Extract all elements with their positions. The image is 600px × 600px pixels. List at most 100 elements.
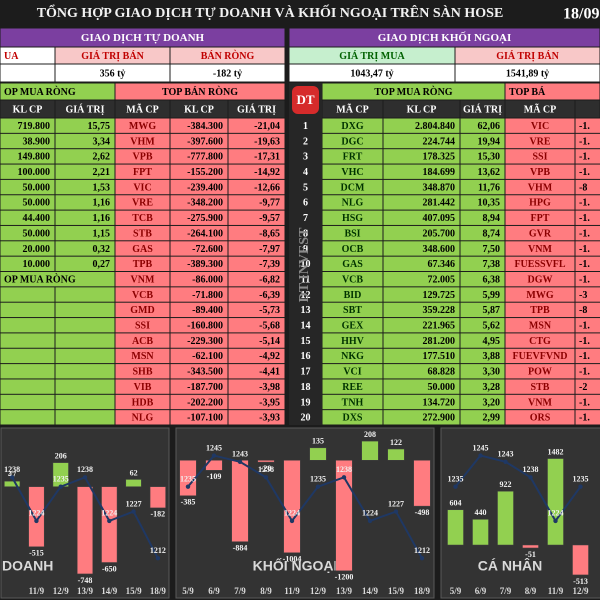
left-column-header: MÃ CP [126, 103, 159, 115]
right-buy-value: 3,30 [483, 367, 501, 378]
bar [4, 480, 21, 487]
right-sell-value-cell [575, 241, 600, 256]
index-label: 1243 [498, 450, 514, 459]
chart-title: CÁ NHÂN [478, 557, 543, 574]
x-tick-label: 15/9 [388, 586, 405, 596]
right-buy-volume: 184.699 [423, 167, 456, 178]
right-summary-label-cell [289, 47, 455, 64]
left-summary-value-cell [55, 64, 170, 82]
bar-label: 62 [130, 468, 138, 477]
bar [76, 486, 94, 575]
right-sell-code: VPB [530, 167, 550, 178]
right-buy-value-cell [460, 333, 505, 348]
watermark: DT INVEST [297, 227, 312, 302]
x-tick-label: 12/9 [572, 586, 589, 596]
left-buy-value-cell [55, 195, 115, 210]
index-point [155, 556, 161, 561]
right-sell-code: VHM [528, 182, 553, 193]
left-column-header: GIÁ TRỊ [66, 103, 105, 115]
right-title: GIAO DỊCH KHỐI NGOẠI [378, 31, 512, 44]
right-buy-code-cell [322, 379, 383, 394]
right-buy-volume: 348.870 [423, 182, 456, 193]
left-buy-value: 0,32 [93, 244, 111, 255]
index-label: 1224 [101, 509, 117, 518]
left-sell-value-cell [228, 179, 285, 195]
left-title-cell [0, 28, 285, 47]
right-buy-code-cell [322, 133, 383, 149]
left-buy-value-cell [55, 164, 115, 179]
left-buy-volume-cell [0, 179, 55, 195]
rank: 1 [303, 121, 308, 132]
right-buy-value-cell [460, 410, 505, 425]
right-sell-code: FPT [531, 213, 550, 224]
right-buy-value: 7,50 [483, 244, 501, 255]
x-tick-label: 8/9 [525, 586, 537, 596]
index-point [58, 484, 63, 489]
left-sell-code-cell [115, 364, 170, 379]
x-tick-label: 15/9 [126, 586, 143, 596]
left-buy-volume: 149.800 [18, 152, 51, 163]
left-sell-volume-cell [170, 318, 228, 333]
right-buy-code: SBT [343, 305, 362, 316]
left-empty-cell [0, 333, 55, 348]
left-sell-value-cell [228, 195, 285, 210]
right-sell-code: VNM [528, 397, 552, 408]
bar-label: -515 [29, 549, 44, 558]
right-buy-code-cell [322, 394, 383, 410]
left-sell-value: -21,04 [254, 121, 280, 132]
right-buy-code: HHV [341, 336, 365, 347]
left-sell-volume-cell [170, 225, 228, 241]
right-buy-code: BID [344, 290, 362, 301]
right-sell-code: VIC [531, 121, 549, 132]
right-sell-code: CTG [529, 336, 551, 347]
right-buy-code: BSI [344, 228, 360, 239]
right-sell-code-cell [505, 272, 575, 287]
right-sell-value-cell [575, 348, 600, 364]
left-summary-label-cell [0, 47, 55, 64]
left-sell-volume: -264.100 [187, 228, 223, 239]
left-empty-cell [55, 379, 115, 394]
right-sell-code-cell [505, 149, 575, 164]
right-sell-value: -1. [579, 351, 590, 362]
left-sell-code: VIC [133, 182, 151, 193]
left-column-header-cell [115, 100, 170, 118]
left-sell-code: VNM [131, 274, 155, 285]
left-buy-value-cell [55, 241, 115, 256]
left-sell-code-cell [115, 164, 170, 179]
right-sell-code-cell [505, 225, 575, 241]
right-sell-code-cell [505, 195, 575, 210]
left-sell-volume-cell [170, 394, 228, 410]
left-buy-volume-cell [0, 195, 55, 210]
bar-label: 1482 [548, 447, 564, 456]
x-tick-label: 7/9 [500, 586, 512, 596]
left-buy-volume: 50.000 [23, 182, 51, 193]
left-buy-value: 15,75 [88, 121, 111, 132]
index-point [9, 475, 15, 480]
left-sell-code: HDB [132, 397, 154, 408]
right-buy-title: TOP MUA RÒNG [374, 86, 452, 98]
right-buy-volume-cell [383, 348, 460, 364]
bar-label: -385 [181, 498, 196, 507]
left-sell-volume: -239.400 [187, 182, 223, 193]
bar [413, 460, 431, 507]
left-buy-volume: 719.800 [18, 121, 51, 132]
left-title: GIAO DỊCH TỰ DOANH [81, 32, 205, 44]
index-label: 1224 [28, 509, 44, 518]
left-sell-value: -5,14 [259, 336, 280, 347]
right-buy-volume-cell [383, 133, 460, 149]
right-buy-value: 4,95 [483, 336, 501, 347]
right-sell-value-cell [575, 272, 600, 287]
right-buy-code: DXG [341, 121, 363, 132]
left-sell-volume: -275.900 [187, 213, 223, 224]
bar-label: -1200 [335, 573, 354, 582]
left-column-header-cell [0, 100, 55, 118]
left-sell-volume: -71.800 [192, 290, 223, 301]
right-sell-value-cell [575, 394, 600, 410]
right-sell-code: MWG [526, 290, 553, 301]
left-sell-code: VPB [133, 152, 153, 163]
right-buy-code: GEX [342, 321, 364, 332]
rank: 3 [303, 152, 308, 163]
index-point [393, 509, 399, 514]
right-buy-value: 3,88 [483, 351, 501, 362]
right-buy-value-cell [460, 256, 505, 271]
